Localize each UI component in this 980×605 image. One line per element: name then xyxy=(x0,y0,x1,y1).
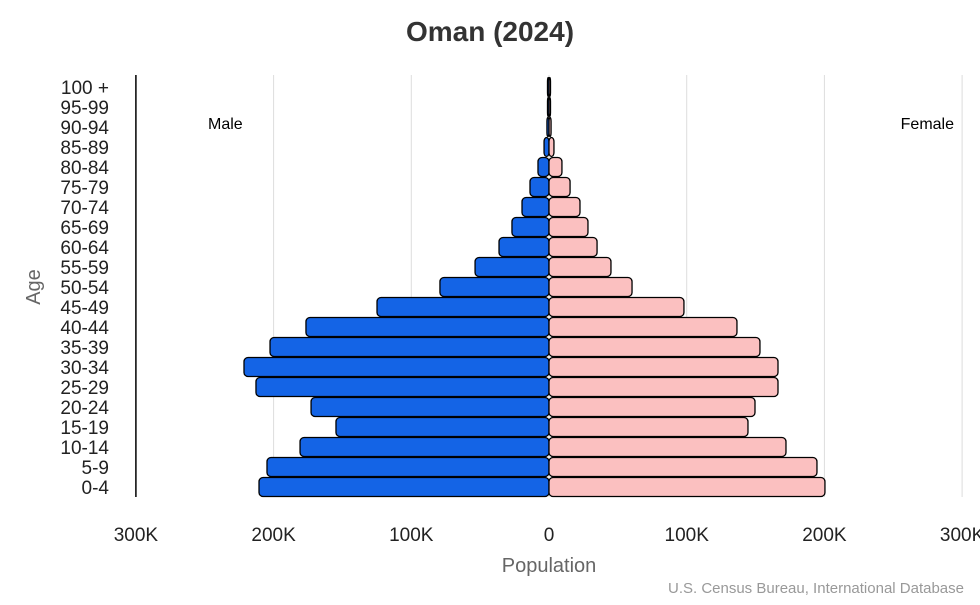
bar-female xyxy=(548,116,552,138)
bar-male xyxy=(258,476,550,498)
legend-female: Female xyxy=(901,116,954,133)
bar-male xyxy=(474,256,550,278)
bar-male xyxy=(498,236,550,258)
y-axis-title: Age xyxy=(23,269,45,305)
x-tick-label: 300K xyxy=(940,525,980,546)
x-tick-label: 100K xyxy=(389,525,434,546)
y-tick-label: 25-29 xyxy=(60,378,109,399)
bar-female xyxy=(548,456,818,478)
bar-male xyxy=(266,456,550,478)
y-tick-label: 85-89 xyxy=(60,138,109,159)
y-tick-label: 95-99 xyxy=(60,98,109,119)
y-tick-label: 80-84 xyxy=(60,158,109,179)
bar-male xyxy=(537,156,550,178)
y-tick-label: 65-69 xyxy=(60,218,109,239)
bar-male xyxy=(543,136,550,158)
y-tick-label: 0-4 xyxy=(82,478,110,499)
bar-female xyxy=(548,476,826,498)
bar-female xyxy=(548,316,738,338)
x-tick-label: 300K xyxy=(114,525,159,546)
bar-male xyxy=(305,316,550,338)
bar-male xyxy=(255,376,550,398)
y-tick-label: 60-64 xyxy=(60,238,109,259)
legend-male: Male xyxy=(208,116,243,133)
bar-female xyxy=(548,76,552,98)
y-tick-label: 90-94 xyxy=(60,118,109,139)
chart-title: Oman (2024) xyxy=(406,16,574,47)
y-tick-label: 50-54 xyxy=(60,278,109,299)
bar-female xyxy=(548,256,612,278)
x-tick-label: 100K xyxy=(665,525,710,546)
bar-male xyxy=(511,216,550,238)
source-note: U.S. Census Bureau, International Databa… xyxy=(668,580,964,597)
y-tick-label: 30-34 xyxy=(60,358,109,379)
bar-female xyxy=(548,356,779,378)
y-tick-label: 55-59 xyxy=(60,258,109,279)
x-tick-label: 200K xyxy=(802,525,847,546)
bar-male xyxy=(310,396,550,418)
bar-female xyxy=(548,176,571,198)
y-tick-label: 75-79 xyxy=(60,178,109,199)
bar-male xyxy=(269,336,550,358)
y-tick-label: 35-39 xyxy=(60,338,109,359)
y-tick-label: 100 + xyxy=(61,78,109,99)
bar-male xyxy=(521,196,550,218)
bar-female xyxy=(548,156,563,178)
y-tick-label: 40-44 xyxy=(60,318,109,339)
y-tick-label: 5-9 xyxy=(82,458,109,479)
y-tick-label: 20-24 xyxy=(60,398,109,419)
x-tick-label: 200K xyxy=(251,525,296,546)
y-tick-label: 45-49 xyxy=(60,298,109,319)
x-axis-title: Population xyxy=(502,555,597,577)
bar-female xyxy=(548,216,589,238)
x-tick-label: 0 xyxy=(544,525,555,546)
bar-female xyxy=(548,136,555,158)
bar-female xyxy=(548,296,685,318)
bar-male xyxy=(335,416,550,438)
bar-female xyxy=(548,236,598,258)
bar-female xyxy=(548,376,779,398)
y-tick-label: 10-14 xyxy=(60,438,109,459)
bar-female xyxy=(548,276,633,298)
bar-male xyxy=(299,436,550,458)
bar-male xyxy=(376,296,550,318)
bar-male xyxy=(439,276,550,298)
y-tick-label: 70-74 xyxy=(60,198,109,219)
bar-female xyxy=(548,96,552,118)
bar-female xyxy=(548,196,581,218)
bar-female xyxy=(548,336,761,358)
bar-female xyxy=(548,436,787,458)
bar-male xyxy=(243,356,550,378)
bar-female xyxy=(548,416,749,438)
bar-male xyxy=(529,176,550,198)
y-tick-label: 15-19 xyxy=(60,418,109,439)
bar-female xyxy=(548,396,756,418)
